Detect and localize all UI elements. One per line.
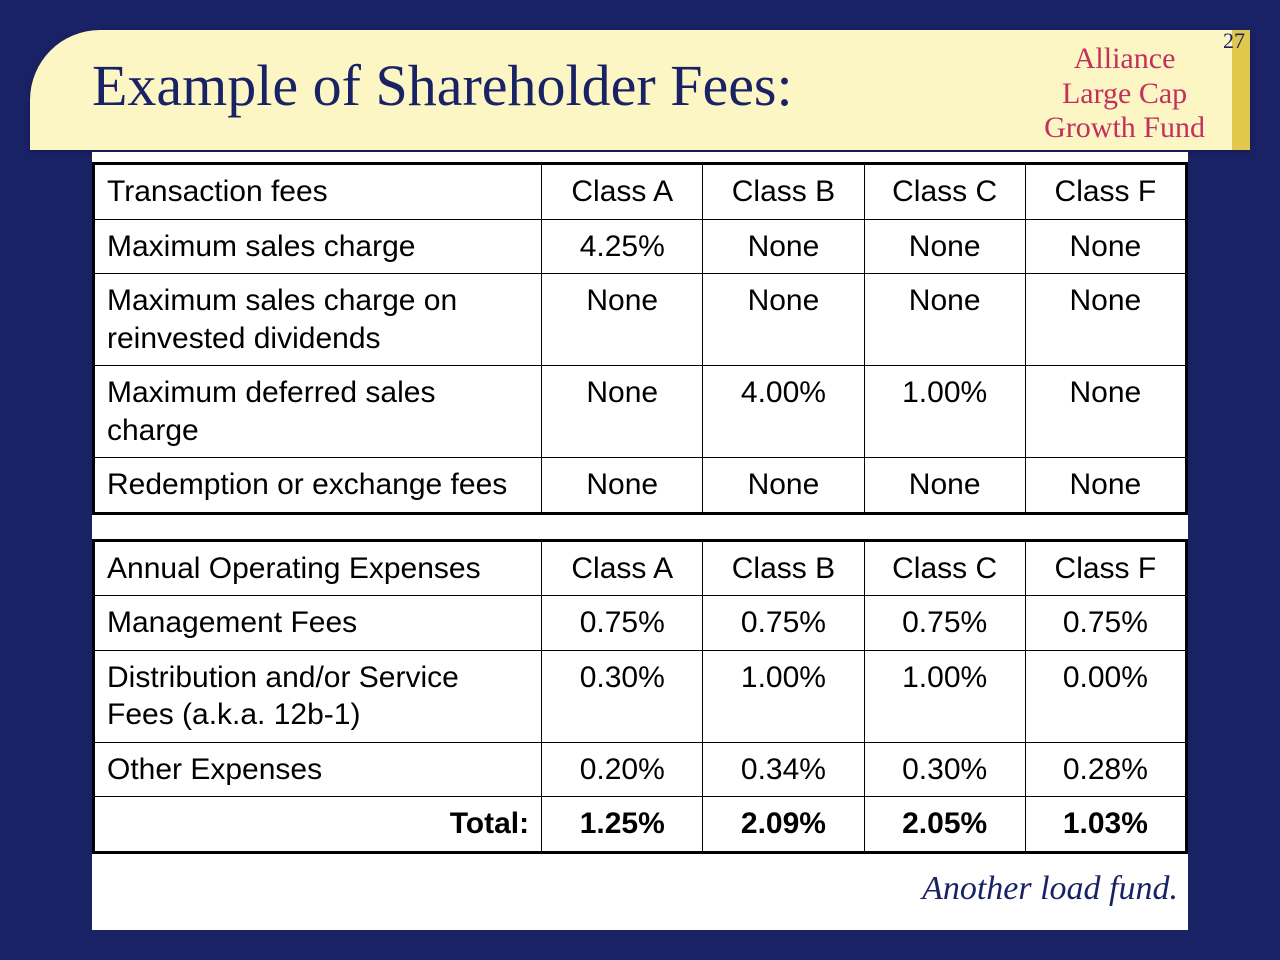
table-cell: None bbox=[864, 219, 1025, 274]
table-header-cell: Class B bbox=[703, 540, 864, 596]
table-cell: None bbox=[542, 458, 703, 514]
table-cell: 0.28% bbox=[1025, 742, 1186, 797]
table-cell: None bbox=[703, 274, 864, 366]
table-header-cell: Class A bbox=[542, 540, 703, 596]
table-cell: 0.30% bbox=[864, 742, 1025, 797]
content-area: Transaction fees Class A Class B Class C… bbox=[92, 152, 1188, 930]
subtitle-line: Alliance bbox=[1074, 42, 1176, 75]
table-cell: 0.75% bbox=[1025, 596, 1186, 651]
table-cell: 4.25% bbox=[542, 219, 703, 274]
table-cell: 4.00% bbox=[703, 366, 864, 458]
table-total-label: Total: bbox=[94, 797, 542, 853]
table-cell: None bbox=[703, 219, 864, 274]
table-header-cell: Class C bbox=[864, 164, 1025, 220]
table-cell: 1.00% bbox=[864, 366, 1025, 458]
table-cell: Maximum sales charge on reinvested divid… bbox=[94, 274, 542, 366]
fees-table: Transaction fees Class A Class B Class C… bbox=[92, 162, 1188, 854]
slide: Example of Shareholder Fees: Alliance La… bbox=[0, 0, 1280, 960]
table-header-cell: Class C bbox=[864, 540, 1025, 596]
table-cell: None bbox=[1025, 219, 1186, 274]
table2-header-row: Annual Operating Expenses Class A Class … bbox=[94, 540, 1187, 596]
table-cell: Management Fees bbox=[94, 596, 542, 651]
table-header-cell: Class B bbox=[703, 164, 864, 220]
table-cell: 0.75% bbox=[542, 596, 703, 651]
table-cell: None bbox=[1025, 366, 1186, 458]
table-cell: None bbox=[542, 366, 703, 458]
table-cell: Maximum deferred sales charge bbox=[94, 366, 542, 458]
table-header-cell: Class F bbox=[1025, 540, 1186, 596]
table-row: Other Expenses 0.20% 0.34% 0.30% 0.28% bbox=[94, 742, 1187, 797]
table1-header-row: Transaction fees Class A Class B Class C… bbox=[94, 164, 1187, 220]
table-cell: Redemption or exchange fees bbox=[94, 458, 542, 514]
page-number: 27 bbox=[1223, 28, 1245, 54]
table-row: Redemption or exchange fees None None No… bbox=[94, 458, 1187, 514]
table-cell: None bbox=[1025, 458, 1186, 514]
slide-subtitle: Alliance Large Cap Growth Fund bbox=[1044, 42, 1205, 146]
table-total-cell: 2.09% bbox=[703, 797, 864, 853]
table-row: Management Fees 0.75% 0.75% 0.75% 0.75% bbox=[94, 596, 1187, 651]
table-header-cell: Class F bbox=[1025, 164, 1186, 220]
table-cell: 0.30% bbox=[542, 650, 703, 742]
table-gap bbox=[94, 513, 1187, 540]
title-bar: Example of Shareholder Fees: Alliance La… bbox=[30, 30, 1250, 150]
table-cell: 1.00% bbox=[864, 650, 1025, 742]
table-header-cell: Class A bbox=[542, 164, 703, 220]
table-row: Distribution and/or Service Fees (a.k.a.… bbox=[94, 650, 1187, 742]
table-total-row: Total: 1.25% 2.09% 2.05% 1.03% bbox=[94, 797, 1187, 853]
table-cell: None bbox=[703, 458, 864, 514]
table-total-cell: 1.03% bbox=[1025, 797, 1186, 853]
table-cell: Distribution and/or Service Fees (a.k.a.… bbox=[94, 650, 542, 742]
table-cell: 0.20% bbox=[542, 742, 703, 797]
table-cell: 0.00% bbox=[1025, 650, 1186, 742]
table-header-cell: Annual Operating Expenses bbox=[94, 540, 542, 596]
table-row: Maximum sales charge 4.25% None None Non… bbox=[94, 219, 1187, 274]
table-cell: 0.75% bbox=[864, 596, 1025, 651]
table-cell: None bbox=[864, 458, 1025, 514]
table-header-cell: Transaction fees bbox=[94, 164, 542, 220]
table-total-cell: 2.05% bbox=[864, 797, 1025, 853]
table-cell: 0.75% bbox=[703, 596, 864, 651]
table-row: Maximum sales charge on reinvested divid… bbox=[94, 274, 1187, 366]
table-cell: None bbox=[864, 274, 1025, 366]
table-cell: 0.34% bbox=[703, 742, 864, 797]
table-row: Maximum deferred sales charge None 4.00%… bbox=[94, 366, 1187, 458]
table-cell: 1.00% bbox=[703, 650, 864, 742]
subtitle-line: Large Cap bbox=[1062, 77, 1187, 110]
subtitle-line: Growth Fund bbox=[1044, 111, 1205, 144]
table-cell: None bbox=[542, 274, 703, 366]
table-cell: Maximum sales charge bbox=[94, 219, 542, 274]
table-total-cell: 1.25% bbox=[542, 797, 703, 853]
footnote: Another load fund. bbox=[92, 870, 1178, 908]
table-cell: Other Expenses bbox=[94, 742, 542, 797]
table-cell: None bbox=[1025, 274, 1186, 366]
slide-title: Example of Shareholder Fees: bbox=[92, 52, 793, 119]
